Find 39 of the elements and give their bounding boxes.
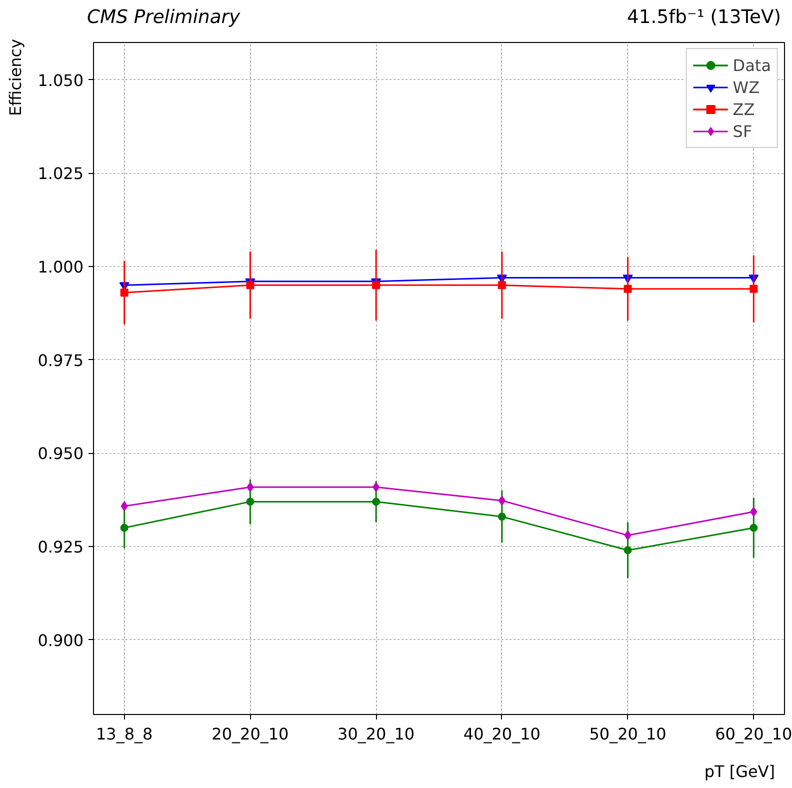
point [120,501,128,512]
x-tick-label: 20_20_10 [212,724,289,744]
legend-label: ZZ [732,100,755,118]
y-tick-label: 0.950 [38,444,84,464]
text: 41.5fb⁻¹ (13TeV) [627,6,781,30]
x-tick-label: 60_20_10 [715,724,792,744]
point [372,498,380,506]
point [372,281,380,290]
point [120,288,128,297]
y-tick-label: 0.900 [38,630,84,650]
legend-label: WZ [732,78,760,96]
point [498,496,506,506]
x-tick-label: 40_20_10 [463,724,540,744]
x-axis-title: pT [GeV] [704,761,775,783]
point [246,281,254,290]
point [624,546,632,554]
y-tick-label: 1.025 [38,164,84,184]
x-tick-label: 30_20_10 [338,724,415,744]
y-tick-label: 0.975 [38,350,84,370]
point [750,524,758,532]
y-tick-label: 1.050 [38,70,84,90]
y-tick-label: 0.925 [38,538,84,556]
legend-label: Data [732,56,771,74]
point [246,498,254,506]
point [246,482,254,492]
legend-label: SF [732,122,753,140]
point [624,530,632,540]
y-tick-label: 1.000 [38,258,84,276]
y-axis-title: Efficiency [5,39,26,116]
point [498,512,506,521]
x-tick-label: 50_20_10 [589,724,666,744]
point [750,284,758,293]
point [372,482,380,492]
point [624,284,632,293]
chart-title: CMS Preliminary [87,6,240,30]
point [750,506,758,517]
point [120,524,128,532]
x-tick-label: 13_8_8 [96,724,153,744]
point [498,281,506,290]
